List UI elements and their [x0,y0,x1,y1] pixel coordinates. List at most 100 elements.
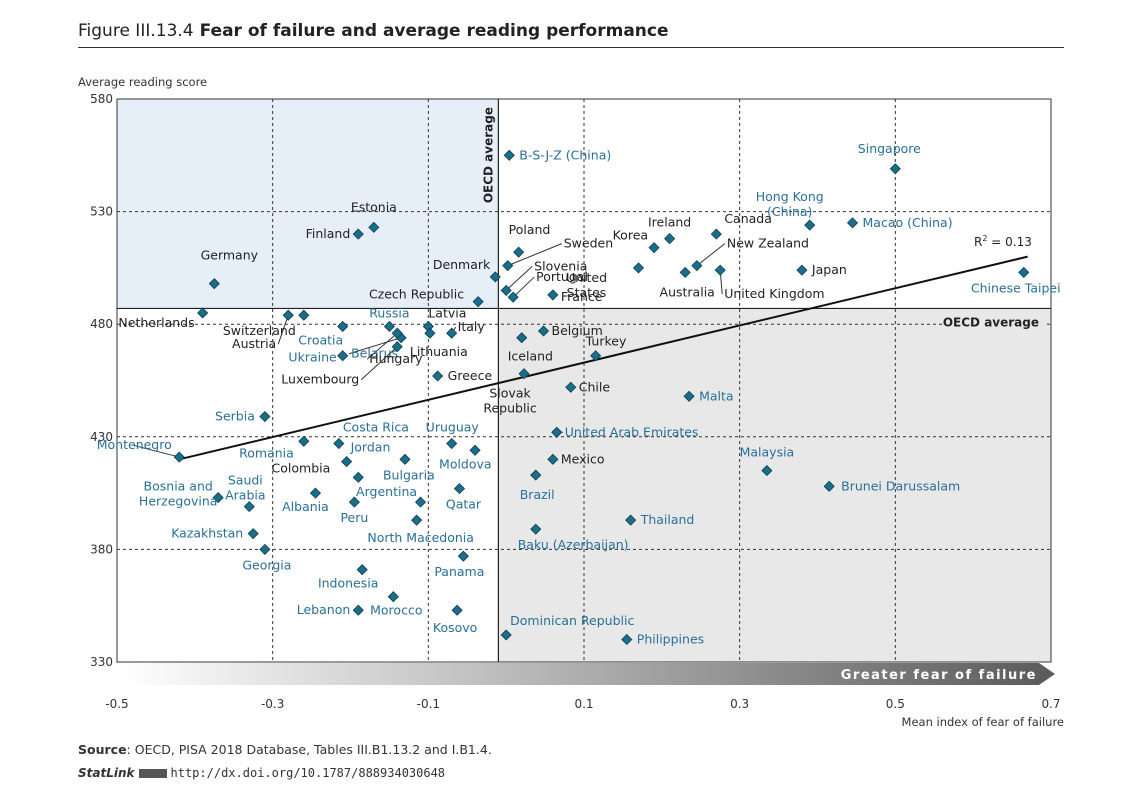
point-singapore [889,163,901,175]
point-label-austria: Austria [232,336,276,351]
point-malta [683,390,695,402]
point-label-russia: Russia [369,305,409,320]
point-label-malaysia: Malaysia [740,445,795,460]
point-label-saudi-arabia: Saudi Arabia [225,473,265,503]
point-label-chinese-taipei: Chinese Taipei [971,280,1061,295]
x-tick-label-6: 0.7 [1041,697,1060,711]
point-label-lithuania: Lithuania [410,344,468,359]
figure-heading: Fear of failure and average reading perf… [199,21,669,41]
x-tick-label-3: 0.1 [574,697,593,711]
statlink-label: StatLink [78,766,135,780]
fear-arrow [122,663,1055,685]
point-label-slovenia: Slovenia [534,258,587,273]
point-label-netherlands: Netherlands [118,315,194,330]
point-label-singapore: Singapore [858,141,921,156]
oecd-average-hlabel: OECD average [943,315,1039,329]
y-tick-label-4: 530 [90,205,113,219]
leader-austria [277,315,289,345]
point-bulgaria [399,453,411,465]
point-label-moldova: Moldova [439,456,492,471]
point-colombia [352,471,364,483]
point-croatia [337,320,349,333]
point-saudi-arabia [243,501,255,513]
point-label-kosovo: Kosovo [433,620,477,635]
oecd-average-hlabel-bg [943,314,1047,331]
point-label-australia: Australia [660,284,715,299]
x-tick-label-4: 0.3 [730,697,749,711]
point-malaysia [761,465,773,477]
point-label-bulgaria: Bulgaria [383,467,435,482]
point-label-korea: Korea [613,228,648,243]
point-label-croatia: Croatia [298,332,343,347]
y-tick-label-1: 380 [90,542,113,556]
point-label-thailand: Thailand [640,512,695,527]
leader-sweden [507,243,562,267]
statlink-url[interactable]: http://dx.doi.org/10.1787/888934030648 [170,766,446,780]
point-new-zealand [691,260,703,272]
point-label-united-arab-emirates: United Arab Emirates [565,424,699,439]
point-label-canada: Canada [724,211,772,226]
point-czech-republic [472,296,484,308]
point-indonesia [356,564,368,576]
point-label-switzerland: Switzerland [223,323,296,338]
fear-arrow-label: Greater fear of failure [841,668,1037,683]
point-label-baku-azerbaijan: Baku (Azerbaijan) [518,537,629,552]
scatter-chart: OECD average OECD average Greater fear of … [78,75,1064,729]
trend-line [179,255,1028,461]
figure-number: Figure III.13.4 [78,21,194,41]
point-label-germany: Germany [201,248,259,263]
point-moldova [469,444,481,456]
point-label-france: France [561,289,603,304]
point-label-albania: Albania [282,499,329,514]
point-france [547,289,559,301]
point-brunei-darussalam [823,480,835,492]
point-ukraine [337,350,349,362]
point-label-brazil: Brazil [520,487,555,502]
r-squared-label: R2 = 0.13 [974,234,1032,249]
y-tick-label-2: 430 [90,430,113,444]
point-label-jordan: Jordan [350,440,391,455]
point-kazakhstan [247,528,259,540]
point-label-united-kingdom: United Kingdom [724,286,824,301]
point-label-sweden: Sweden [564,236,613,251]
y-tick-label-5: 580 [90,92,113,106]
point-italy [446,327,458,339]
point-bosnia-and-herzegovina [212,492,224,504]
point-germany [208,278,220,290]
point-label-qatar: Qatar [446,497,482,512]
leader-montenegro [132,444,180,458]
figure-title: Figure III.13.4 Fear of failure and avera… [78,21,669,41]
point-ireland [664,233,676,245]
point-baku-azerbaijan [530,523,542,535]
quadrant-bottom-right [498,308,1052,662]
point-slovak-republic [518,368,530,380]
leader-luxembourg [360,346,398,381]
point-b-s-j-z-china [503,149,515,161]
x-tick-label-2: -0.1 [417,697,440,711]
point-hong-kong-china [804,219,816,231]
point-label-new-zealand: New Zealand [727,236,809,251]
point-label-kazakhstan: Kazakhstan [171,526,243,541]
point-label-hungary: Hungary [369,351,423,366]
leader-hungary [366,332,398,360]
point-label-latvia: Latvia [428,305,466,320]
x-tick-label-1: -0.3 [261,697,284,711]
point-label-hong-kong-china: Hong Kong (China) [756,189,824,219]
leader-new-zealand [696,243,726,267]
point-morocco [387,591,399,603]
point-label-malta: Malta [699,388,733,403]
point-label-finland: Finland [306,226,351,241]
point-united-states [632,262,645,274]
point-label-japan: Japan [811,262,847,277]
point-label-ukraine: Ukraine [288,350,337,365]
point-label-chile: Chile [579,379,611,394]
point-label-panama: Panama [434,564,484,579]
point-chile [565,381,577,393]
point-qatar [453,483,466,495]
point-albania [309,487,322,499]
point-label-denmark: Denmark [433,257,491,272]
leader-slovenia [505,266,533,291]
point-austria [282,309,294,321]
point-label-brunei-darussalam: Brunei Darussalam [841,478,960,493]
point-label-ireland: Ireland [648,215,691,230]
